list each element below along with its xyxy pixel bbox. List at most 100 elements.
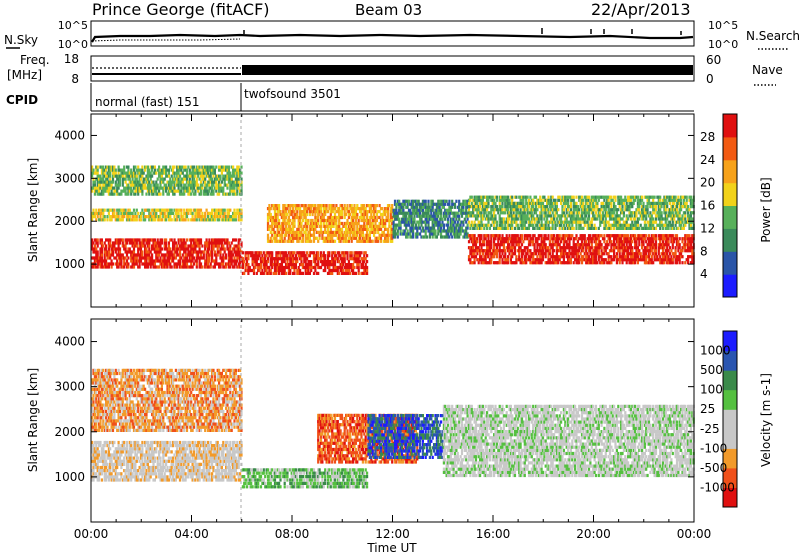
power-cell (322, 218, 325, 223)
power-cell (368, 221, 371, 226)
power-cell (368, 215, 371, 220)
power-cell (525, 258, 528, 262)
power-cell (488, 261, 491, 265)
power-cell (195, 165, 198, 169)
power-cell (194, 215, 197, 219)
power-cell (287, 218, 290, 223)
power-cell (181, 180, 184, 184)
power-cell (476, 246, 479, 250)
power-cell (332, 251, 335, 255)
power-cell (459, 211, 462, 215)
power-cell (379, 221, 383, 226)
power-cell (114, 171, 117, 175)
power-cell (130, 218, 133, 222)
power-cell (239, 238, 242, 242)
power-cell (99, 265, 102, 269)
power-cell (505, 246, 508, 250)
power-cell (218, 177, 221, 181)
power-cell (349, 207, 352, 211)
power-cell (239, 259, 242, 263)
power-cell (241, 260, 244, 264)
power-cell (127, 215, 130, 219)
power-cell (684, 246, 687, 250)
power-cell (234, 253, 237, 257)
power-cell (92, 250, 95, 254)
power-cell (204, 265, 207, 269)
power-cell (213, 171, 216, 175)
power-cell (123, 186, 126, 190)
power-cell (453, 214, 457, 218)
power-cell (453, 232, 457, 236)
power-cell (520, 258, 524, 262)
power-cell (286, 230, 289, 234)
power-cell (223, 192, 226, 196)
power-cell (114, 168, 117, 172)
power-cell (185, 208, 189, 212)
power-cell (208, 168, 211, 172)
power-cell (95, 218, 98, 222)
power-cell (437, 229, 440, 233)
power-cell (476, 252, 479, 256)
power-cell (445, 199, 448, 203)
power-cell (434, 211, 437, 215)
power-cell (128, 177, 131, 181)
power-cell (314, 215, 317, 220)
power-cell (110, 259, 113, 263)
power-cell (343, 271, 346, 275)
power-cell (352, 263, 355, 267)
power-cell (283, 271, 286, 275)
power-cell (258, 263, 261, 267)
power-cell (244, 254, 247, 258)
power-cell (195, 183, 198, 187)
power-cell (145, 174, 148, 178)
power-cell (500, 237, 503, 241)
noise-right-tick-top: 10^5 (708, 19, 738, 32)
power-cell (540, 261, 543, 265)
power-cell (544, 246, 547, 250)
power-cell (456, 223, 459, 227)
power-cell (202, 192, 205, 196)
power-cell (158, 259, 161, 263)
power-cell (232, 215, 235, 219)
power-cell (678, 237, 681, 241)
power-cell (678, 261, 681, 265)
power-cell (367, 233, 370, 237)
power-cell (113, 244, 116, 248)
power-cell (441, 220, 444, 224)
power-cell (177, 259, 180, 263)
power-cell (127, 247, 130, 251)
power-cell (219, 177, 222, 181)
power-cell (167, 244, 170, 248)
power-cell (222, 256, 225, 260)
power-cell (642, 240, 645, 244)
power-cell (107, 262, 110, 266)
power-cell (188, 253, 191, 257)
power-cell (297, 218, 300, 223)
power-cell (290, 265, 293, 270)
power-cell (440, 199, 443, 203)
power-cell (146, 174, 149, 178)
power-cell (318, 236, 321, 240)
power-cell (493, 243, 496, 247)
power-cell (192, 247, 196, 251)
power-cell (153, 262, 156, 266)
power-cell (202, 180, 205, 184)
power-cell (247, 251, 250, 255)
power-cell (303, 204, 306, 208)
power-cell (258, 265, 261, 270)
power-cell (121, 238, 124, 242)
power-cell (95, 250, 98, 254)
power-cell (165, 174, 168, 178)
power-cell (403, 229, 406, 233)
power-cell (393, 214, 397, 218)
power-cell (634, 234, 637, 238)
power-cell (103, 265, 106, 269)
power-cell (185, 265, 189, 269)
power-cell (366, 204, 369, 208)
power-cell (96, 186, 99, 190)
power-cell (359, 224, 362, 228)
power-cell (100, 259, 103, 263)
power-cell (297, 236, 300, 240)
power-cell (364, 236, 367, 240)
power-cell (111, 241, 115, 245)
